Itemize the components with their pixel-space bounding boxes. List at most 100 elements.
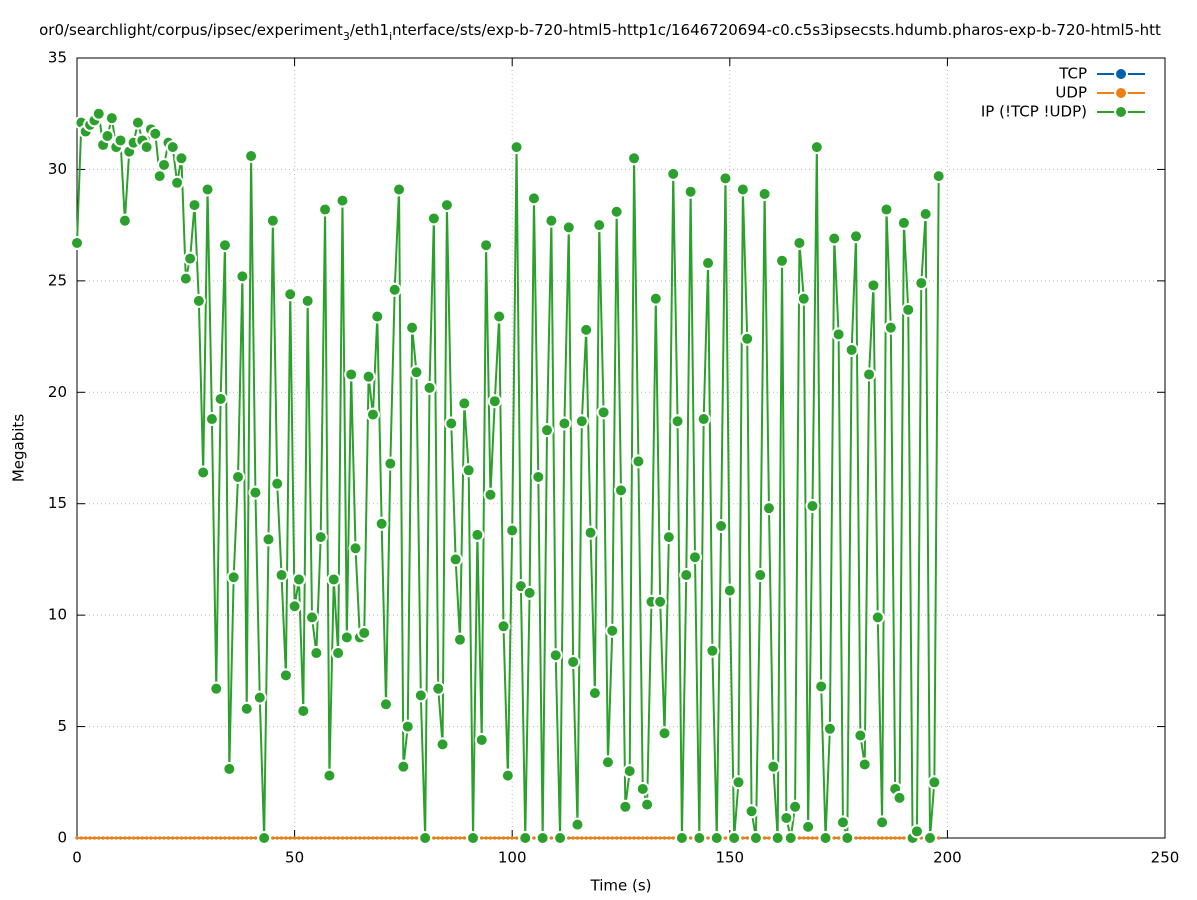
data-point: [870, 610, 885, 625]
data-point: [544, 213, 559, 228]
data-point: [179, 836, 184, 840]
data-point: [567, 836, 571, 840]
data-point: [896, 215, 911, 230]
data-point: [615, 836, 619, 840]
data-point: [748, 831, 763, 845]
data-point: [131, 836, 136, 840]
data-point: [217, 238, 232, 253]
data-point: [596, 405, 611, 420]
data-point: [162, 836, 166, 840]
data-point: [583, 525, 598, 540]
data-point: [767, 836, 771, 840]
data-point: [884, 836, 889, 840]
data-point: [574, 414, 589, 429]
data-point: [70, 235, 84, 250]
data-point: [901, 302, 916, 317]
data-point: [636, 836, 641, 840]
data-point: [518, 831, 533, 845]
data-point: [775, 253, 790, 268]
data-point: [837, 836, 841, 840]
data-point: [117, 213, 132, 228]
data-point: [344, 367, 359, 382]
data-point: [140, 836, 144, 840]
data-point: [661, 530, 676, 545]
x-tick-label: 100: [498, 849, 527, 867]
data-point: [844, 342, 859, 357]
data-point: [735, 182, 750, 197]
data-point: [822, 721, 837, 736]
data-point: [239, 701, 254, 716]
data-point: [91, 106, 106, 121]
data-point: [535, 831, 550, 845]
legend-label: UDP: [1055, 84, 1087, 102]
data-point: [248, 485, 263, 500]
data-point: [448, 552, 463, 567]
data-point: [714, 519, 729, 533]
legend-marker: [1114, 67, 1128, 81]
data-point: [809, 140, 824, 155]
data-point: [426, 211, 441, 226]
data-point: [722, 583, 737, 598]
data-point: [597, 836, 601, 840]
data-point: [579, 322, 594, 337]
data-point: [866, 278, 881, 293]
data-point: [130, 115, 145, 130]
data-point: [406, 836, 410, 840]
data-point: [327, 836, 332, 840]
data-point: [105, 836, 110, 840]
data-point: [645, 836, 649, 840]
data-point: [244, 149, 259, 164]
data-point: [118, 836, 123, 840]
data-point: [918, 207, 933, 221]
data-point: [679, 568, 694, 583]
x-tick-label: 0: [72, 849, 82, 867]
data-point: [153, 836, 157, 840]
data-point: [214, 836, 218, 840]
data-point: [849, 229, 864, 244]
data-point: [889, 836, 893, 840]
data-point: [431, 681, 446, 696]
x-axis-label: Time (s): [590, 877, 652, 895]
data-point: [689, 836, 693, 840]
data-point: [310, 836, 314, 840]
data-point: [336, 836, 340, 840]
data-point: [322, 768, 337, 783]
data-point: [345, 836, 349, 840]
data-point: [840, 831, 855, 845]
data-point: [561, 220, 576, 235]
data-point: [287, 599, 302, 614]
data-point: [628, 836, 632, 840]
data-point: [222, 761, 237, 776]
data-point: [553, 831, 568, 845]
title-part: nterface/sts/exp-b-720-html5-http1c/1646…: [392, 21, 1161, 39]
data-point: [687, 550, 702, 565]
data-point: [606, 836, 610, 840]
data-point: [331, 646, 346, 661]
data-point: [497, 836, 501, 840]
data-point: [801, 819, 816, 834]
data-point: [922, 831, 937, 845]
data-point: [348, 541, 363, 556]
data-point: [209, 681, 224, 696]
data-point: [88, 836, 92, 840]
data-point: [880, 836, 884, 840]
data-point: [197, 836, 201, 840]
chart-title: or0/searchlight/corpus/ipsec/experiment3…: [39, 21, 1161, 43]
data-point: [97, 836, 101, 840]
data-point: [831, 327, 846, 342]
data-point: [862, 367, 877, 382]
data-point: [410, 836, 414, 840]
data-point: [461, 463, 476, 478]
data-point: [418, 831, 433, 845]
data-point: [470, 527, 485, 542]
data-point: [445, 836, 449, 840]
data-point: [278, 668, 293, 683]
data-point: [696, 412, 711, 427]
data-point: [158, 836, 162, 840]
data-point: [384, 836, 388, 840]
legend-label: TCP: [1058, 65, 1087, 83]
data-point: [231, 469, 246, 484]
data-point: [361, 369, 376, 384]
data-point: [370, 309, 385, 324]
